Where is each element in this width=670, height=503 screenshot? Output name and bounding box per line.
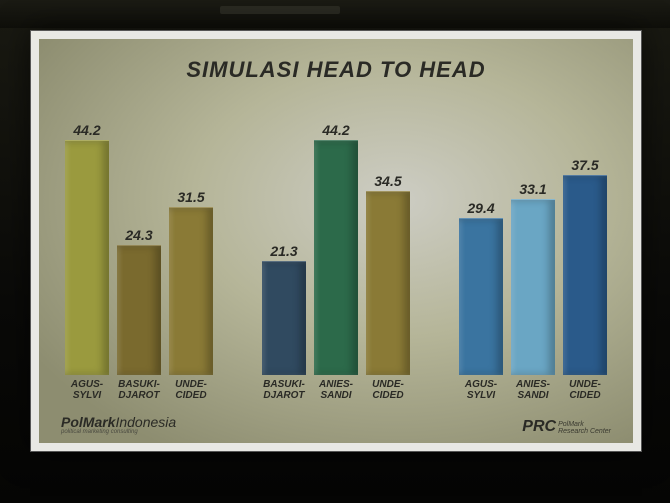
bar-category-label: ANIES-SANDI [516,379,550,405]
bar-group-0: 44.2 AGUS-SYLVI 24.3 BASUKI-DJAROT 31.5 UNDE-… [63,122,215,405]
bar-rect [65,140,109,375]
bar-2-2: 37.5 UNDE-CIDED [561,157,609,405]
bar-rect [366,191,410,375]
bar-rect [459,218,503,375]
bar-value-label: 33.1 [519,181,546,197]
bar-1-1: 44.2 ANIES-SANDI [312,122,360,405]
bar-1-0: 21.3 BASUKI-DJAROT [260,243,308,405]
projector-screen-frame: SIMULASI HEAD TO HEAD 44.2 AGUS-SYLVI 24.3… [30,30,642,452]
bar-value-label: 31.5 [177,189,204,205]
bar-rect [117,245,161,375]
bar-category-label: AGUS-SYLVI [465,379,497,405]
bar-value-label: 44.2 [73,122,100,138]
bar-rect [511,199,555,375]
bar-rect [169,207,213,375]
bar-group-1: 21.3 BASUKI-DJAROT 44.2 ANIES-SANDI 34.5 UNDE… [260,122,412,405]
room-background: SIMULASI HEAD TO HEAD 44.2 AGUS-SYLVI 24.3… [0,0,670,503]
bar-0-1: 24.3 BASUKI-DJAROT [115,227,163,405]
bar-category-label: UNDE-CIDED [372,379,404,405]
logo-left-bold: PolMark [61,414,115,430]
slide: SIMULASI HEAD TO HEAD 44.2 AGUS-SYLVI 24.3… [39,39,633,443]
chart-title: SIMULASI HEAD TO HEAD [57,57,615,83]
logo-polmark-indonesia: PolMarkIndonesia political marketing con… [61,415,176,435]
bar-0-2: 31.5 UNDE-CIDED [167,189,215,405]
logo-right-line2: Research Center [558,428,611,435]
bar-value-label: 29.4 [467,200,494,216]
logo-left-light: Indonesia [115,414,176,430]
ceiling [0,0,670,28]
bar-rect [563,175,607,375]
logo-right-abbr: PRC [522,419,556,435]
ceiling-fixture [220,6,340,14]
bar-rect [262,261,306,375]
bar-category-label: BASUKI-DJAROT [263,379,305,405]
logo-prc: PRC PolMark Research Center [522,419,611,435]
bar-category-label: UNDE-CIDED [569,379,601,405]
bar-2-1: 33.1 ANIES-SANDI [509,181,557,405]
bar-0-0: 44.2 AGUS-SYLVI [63,122,111,405]
logo-right-line1: PolMark [558,421,611,428]
slide-footer: PolMarkIndonesia political marketing con… [57,405,615,435]
bar-value-label: 34.5 [374,173,401,189]
bar-category-label: UNDE-CIDED [175,379,207,405]
bar-category-label: ANIES-SANDI [319,379,353,405]
bar-2-0: 29.4 AGUS-SYLVI [457,200,505,405]
bar-rect [314,140,358,375]
bar-group-2: 29.4 AGUS-SYLVI 33.1 ANIES-SANDI 37.5 UNDE-CI… [457,157,609,405]
bar-1-2: 34.5 UNDE-CIDED [364,173,412,405]
chart-area: 44.2 AGUS-SYLVI 24.3 BASUKI-DJAROT 31.5 UNDE-… [57,87,615,405]
bar-value-label: 24.3 [125,227,152,243]
bar-category-label: BASUKI-DJAROT [118,379,160,405]
bar-category-label: AGUS-SYLVI [71,379,103,405]
bar-value-label: 44.2 [322,122,349,138]
bar-value-label: 37.5 [571,157,598,173]
bar-value-label: 21.3 [270,243,297,259]
logo-left-sub: political marketing consulting [61,429,176,435]
